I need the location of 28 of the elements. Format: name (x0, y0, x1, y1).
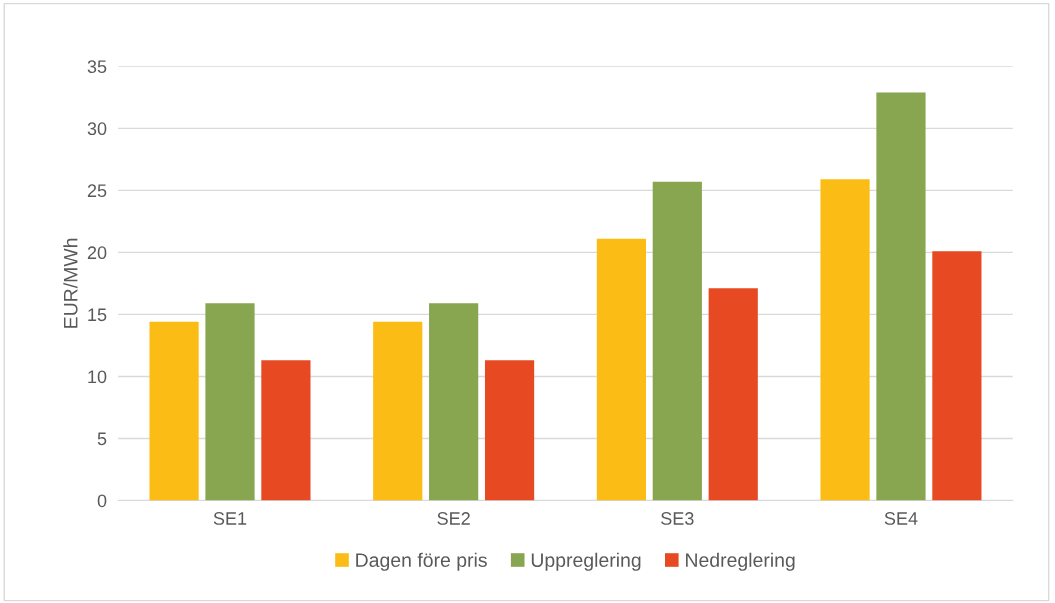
bar (205, 303, 255, 501)
legend-label: Nedreglering (686, 552, 795, 571)
x-tick-label: SE4 (884, 512, 918, 525)
y-tick-label: 0 (97, 494, 107, 508)
bar (932, 251, 982, 501)
y-tick-label: 10 (88, 370, 107, 384)
y-tick-label: 15 (88, 308, 107, 322)
bar (373, 321, 423, 501)
bar (876, 92, 926, 501)
bar (429, 303, 479, 501)
y-axis-title: EUR/MWh (63, 238, 78, 328)
x-tick-label: SE1 (213, 512, 247, 525)
y-tick-label: 35 (87, 60, 107, 74)
bar (652, 181, 702, 501)
bar (484, 360, 535, 501)
y-tick-label: 5 (97, 432, 107, 446)
legend-label: Uppreglering (531, 552, 641, 571)
x-tick-label: SE3 (661, 512, 694, 525)
bar (261, 360, 311, 501)
legend-label: Dagen före pris (356, 552, 487, 571)
y-tick-label: 20 (87, 246, 107, 260)
bar (149, 321, 199, 501)
bar (708, 288, 758, 501)
x-tick-label: SE2 (437, 512, 470, 525)
bar (596, 238, 646, 501)
bar (820, 179, 870, 501)
y-tick-label: 30 (87, 122, 107, 136)
y-tick-label: 25 (87, 184, 107, 198)
